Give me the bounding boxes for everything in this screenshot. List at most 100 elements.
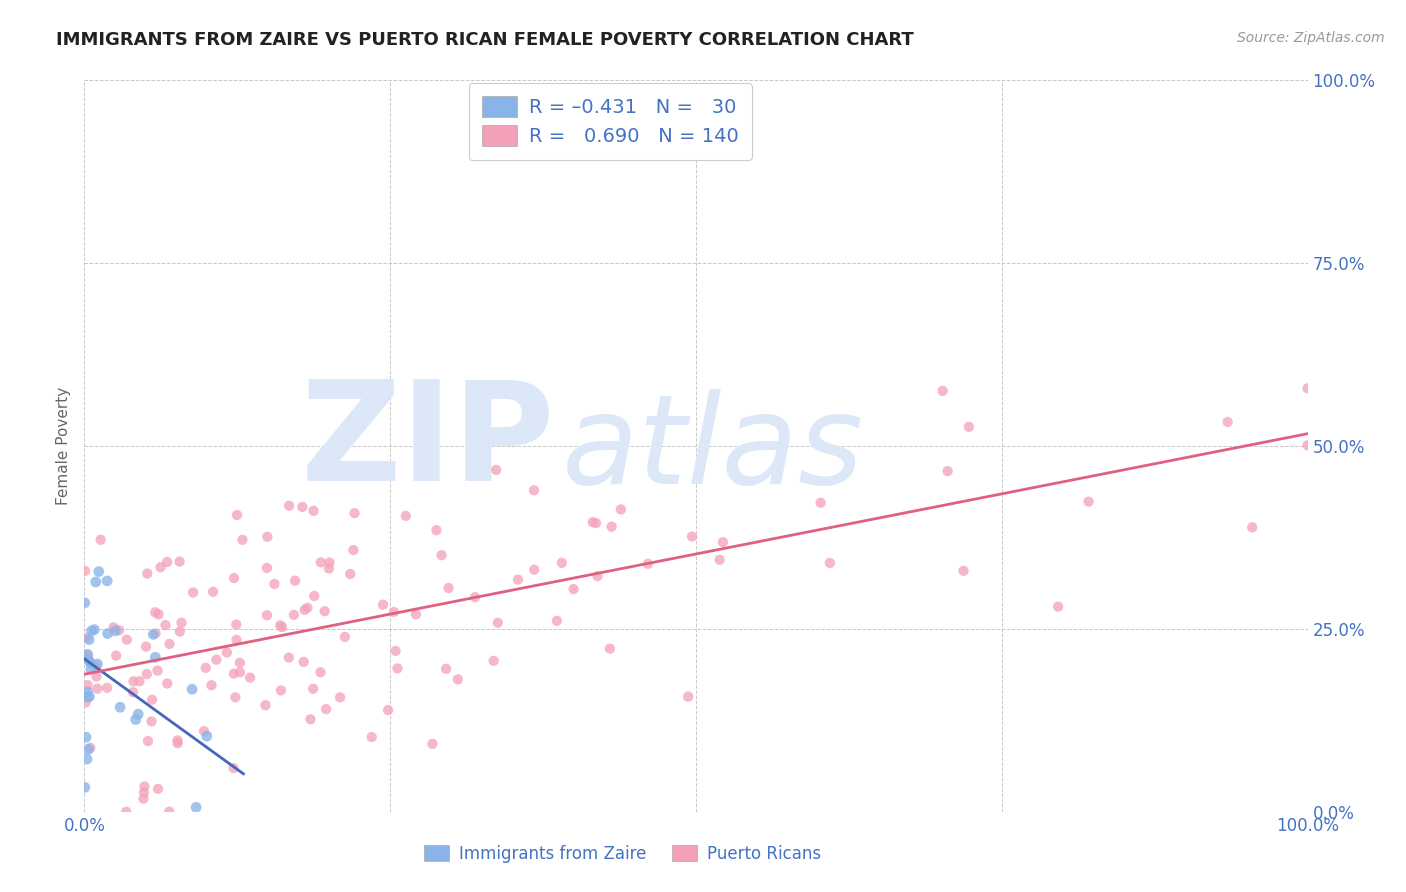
Point bbox=[77, 690, 100, 704]
Point bbox=[485, 463, 508, 477]
Point bbox=[77, 648, 100, 663]
Point bbox=[225, 632, 247, 647]
Point bbox=[256, 561, 278, 575]
Point bbox=[105, 648, 128, 663]
Point bbox=[637, 557, 659, 571]
Point bbox=[271, 620, 294, 634]
Point bbox=[506, 573, 529, 587]
Point bbox=[711, 535, 734, 549]
Point bbox=[582, 515, 605, 529]
Point bbox=[1216, 415, 1239, 429]
Point bbox=[169, 555, 191, 569]
Point bbox=[157, 805, 180, 819]
Point bbox=[256, 530, 278, 544]
Point bbox=[422, 737, 444, 751]
Point bbox=[599, 641, 621, 656]
Point bbox=[77, 653, 100, 667]
Point bbox=[229, 665, 252, 680]
Point bbox=[818, 556, 841, 570]
Point bbox=[76, 648, 98, 662]
Point bbox=[302, 504, 325, 518]
Point bbox=[269, 618, 291, 632]
Point bbox=[134, 780, 156, 794]
Point bbox=[292, 655, 315, 669]
Point bbox=[224, 690, 246, 705]
Point bbox=[186, 800, 208, 814]
Point bbox=[395, 508, 418, 523]
Point bbox=[314, 604, 336, 618]
Point bbox=[225, 617, 247, 632]
Point bbox=[936, 464, 959, 478]
Point bbox=[90, 533, 112, 547]
Point bbox=[222, 571, 245, 585]
Point bbox=[166, 736, 188, 750]
Point bbox=[600, 519, 623, 533]
Point bbox=[205, 653, 228, 667]
Point bbox=[215, 645, 238, 659]
Point bbox=[84, 659, 107, 673]
Point bbox=[145, 626, 167, 640]
Point bbox=[122, 685, 145, 699]
Point bbox=[377, 703, 399, 717]
Point bbox=[77, 742, 100, 756]
Point bbox=[132, 791, 155, 805]
Point bbox=[136, 566, 159, 581]
Point bbox=[952, 564, 974, 578]
Point bbox=[343, 506, 366, 520]
Point bbox=[76, 690, 98, 704]
Point bbox=[73, 780, 96, 795]
Point bbox=[122, 674, 145, 689]
Point bbox=[87, 565, 110, 579]
Point bbox=[124, 713, 146, 727]
Point bbox=[1077, 494, 1099, 508]
Point bbox=[263, 577, 285, 591]
Point bbox=[342, 543, 364, 558]
Point bbox=[333, 630, 356, 644]
Point bbox=[270, 683, 292, 698]
Point bbox=[200, 678, 222, 692]
Point bbox=[115, 805, 138, 819]
Point bbox=[810, 496, 832, 510]
Point bbox=[309, 555, 332, 569]
Text: ZIP: ZIP bbox=[301, 375, 555, 510]
Point bbox=[482, 654, 505, 668]
Point bbox=[931, 384, 953, 398]
Point bbox=[136, 734, 159, 748]
Point bbox=[76, 678, 98, 692]
Point bbox=[318, 556, 340, 570]
Point bbox=[128, 674, 150, 689]
Point bbox=[585, 516, 607, 530]
Point bbox=[181, 682, 204, 697]
Point bbox=[957, 419, 980, 434]
Point bbox=[437, 581, 460, 595]
Point bbox=[142, 627, 165, 641]
Point bbox=[676, 690, 699, 704]
Point bbox=[76, 752, 98, 766]
Point bbox=[387, 661, 409, 675]
Point bbox=[73, 564, 96, 578]
Text: Source: ZipAtlas.com: Source: ZipAtlas.com bbox=[1237, 31, 1385, 45]
Point bbox=[201, 584, 224, 599]
Point bbox=[86, 669, 108, 683]
Point bbox=[143, 650, 166, 665]
Point bbox=[709, 553, 731, 567]
Point bbox=[86, 681, 108, 696]
Point bbox=[405, 607, 427, 622]
Point bbox=[83, 623, 105, 637]
Point bbox=[80, 624, 103, 638]
Point bbox=[1241, 520, 1264, 534]
Point bbox=[156, 555, 179, 569]
Point bbox=[159, 637, 181, 651]
Point bbox=[681, 529, 703, 543]
Point bbox=[135, 640, 157, 654]
Point bbox=[141, 692, 163, 706]
Point bbox=[586, 569, 609, 583]
Point bbox=[127, 707, 149, 722]
Point bbox=[73, 596, 96, 610]
Point bbox=[546, 614, 568, 628]
Point bbox=[170, 615, 193, 630]
Point bbox=[166, 733, 188, 747]
Point bbox=[193, 724, 215, 739]
Point bbox=[181, 585, 204, 599]
Point bbox=[226, 508, 249, 522]
